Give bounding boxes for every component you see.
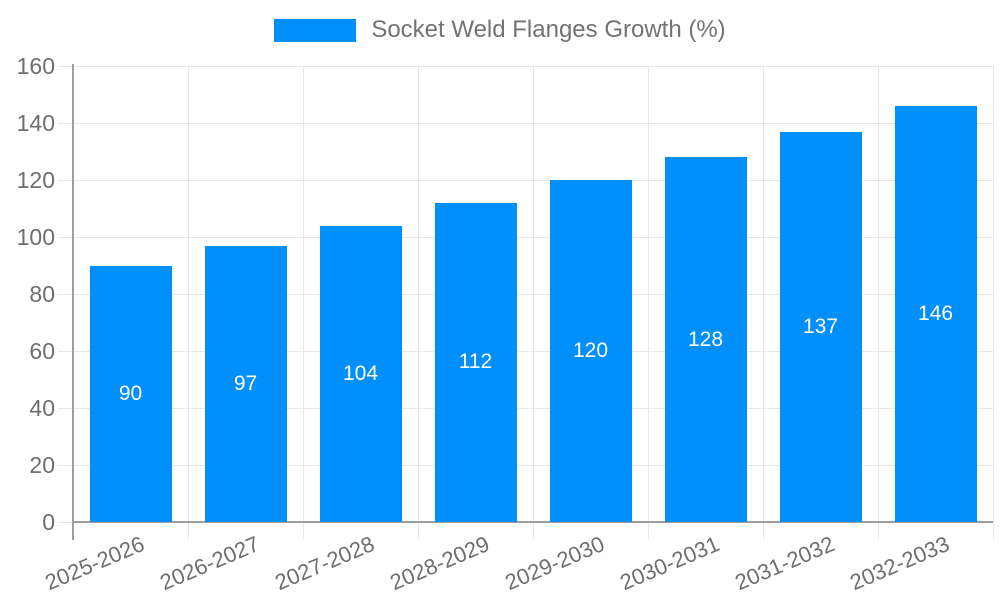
y-gridline [58,350,993,352]
x-axis-tick-label: 2030-2031 [616,531,724,596]
x-axis-tick-label: 2032-2033 [846,531,954,596]
y-axis-tick-label: 40 [29,395,55,421]
legend-label: Socket Weld Flanges Growth (%) [371,16,726,43]
y-axis-tick-label: 100 [16,224,55,250]
y-axis-tick-label: 120 [16,167,55,193]
x-gridline [877,66,879,540]
bar[interactable]: 137 [779,131,862,522]
x-axis-tick-label: 2027-2028 [271,531,379,596]
bar[interactable]: 104 [319,225,402,522]
x-gridline [762,66,764,540]
bar-value-label: 137 [802,314,839,338]
bar[interactable]: 90 [89,265,172,522]
legend[interactable]: Socket Weld Flanges Growth (%) [0,16,1000,44]
x-gridline [417,66,419,540]
bar[interactable]: 97 [204,245,287,522]
y-axis-tick-label: 60 [29,338,55,364]
y-gridline [58,236,993,238]
x-gridline [532,66,534,540]
bar[interactable]: 128 [664,157,747,522]
y-gridline [58,65,993,67]
x-axis-tick-label: 2026-2027 [156,531,264,596]
bar[interactable]: 146 [894,105,977,522]
bar-value-label: 90 [118,381,143,405]
y-axis-tick-label: 20 [29,452,55,478]
y-axis-tick-label: 0 [42,509,55,535]
x-axis-tick-label: 2028-2029 [386,531,494,596]
y-axis-tick-label: 160 [16,53,55,79]
y-axis-tick-label: 140 [16,110,55,136]
x-gridline [187,66,189,540]
bar-value-label: 104 [342,361,379,385]
y-gridline [58,464,993,466]
y-gridline [58,293,993,295]
y-axis-tick-label: 80 [29,281,55,307]
x-gridline [647,66,649,540]
bar-value-label: 128 [687,327,724,351]
x-axis-tick-label: 2031-2032 [731,531,839,596]
x-axis-line [73,521,993,523]
x-axis-tick-label: 2025-2026 [41,531,149,596]
y-gridline [58,407,993,409]
y-axis-line [72,64,74,540]
bar-value-label: 112 [458,350,493,374]
legend-swatch-icon [274,18,357,42]
x-gridline [302,66,304,540]
bar[interactable]: 120 [549,180,632,522]
bar-value-label: 146 [917,301,954,325]
bar-value-label: 97 [233,371,258,395]
x-gridline [992,66,994,540]
y-gridline [58,179,993,181]
y-gridline [58,122,993,124]
bar-value-label: 120 [572,339,609,362]
bar[interactable]: 112 [434,202,517,522]
x-axis-tick-label: 2029-2030 [501,531,609,596]
